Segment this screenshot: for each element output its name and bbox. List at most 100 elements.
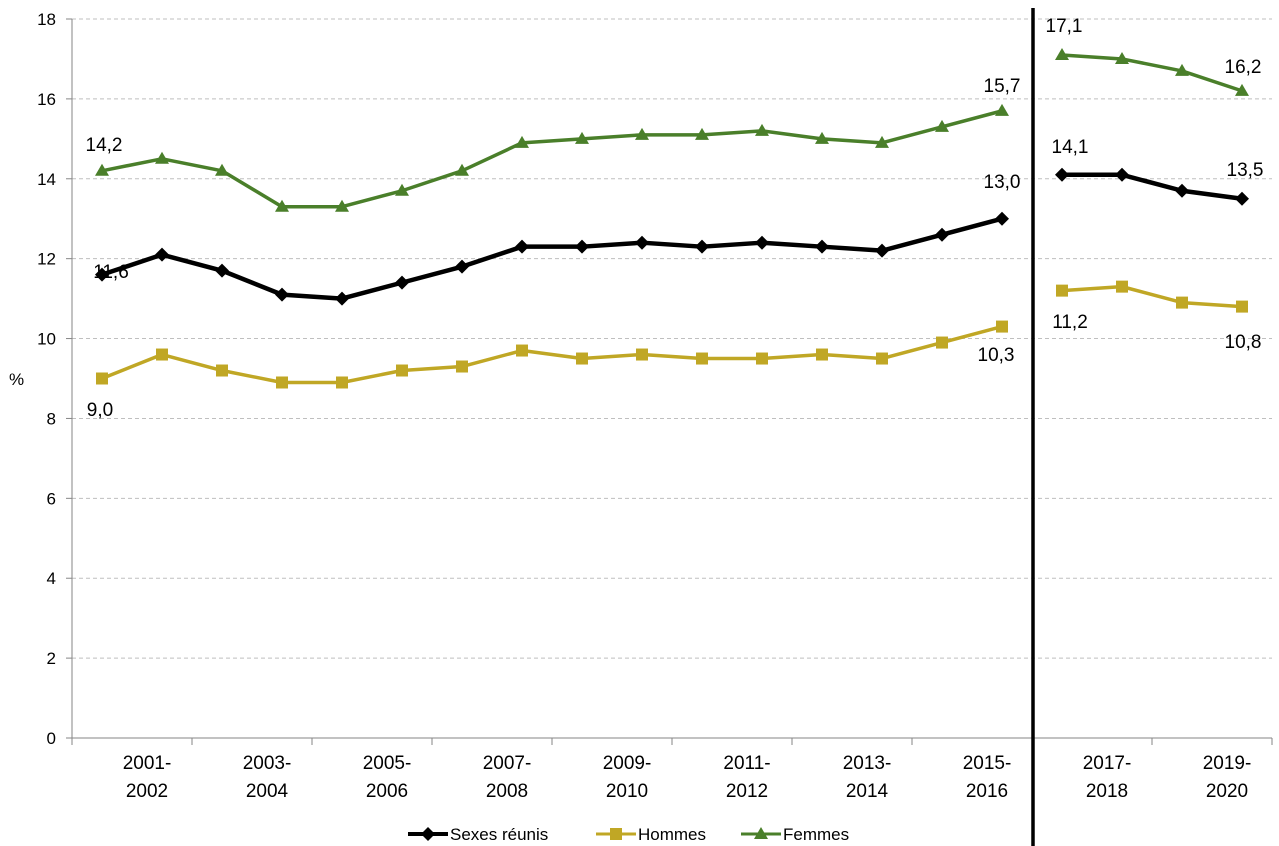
data-point — [215, 163, 229, 176]
data-point — [1116, 280, 1128, 293]
series-sexes-r-unis — [95, 167, 1249, 306]
x-tick-label: 2019- — [1203, 753, 1252, 774]
y-axis-label: % — [9, 370, 24, 389]
data-point — [875, 243, 889, 258]
data-label: 17,1 — [1046, 16, 1083, 37]
x-tick-label: 2009- — [603, 753, 652, 774]
data-point — [455, 163, 469, 176]
data-point — [335, 291, 349, 306]
data-point — [1056, 284, 1068, 297]
legend-item-sexes-r-unis: Sexes réunis — [408, 825, 548, 844]
data-point — [816, 348, 828, 361]
data-point — [635, 235, 649, 250]
x-tick-label: 2017- — [1083, 753, 1132, 774]
data-point — [395, 275, 409, 290]
data-point — [756, 352, 768, 365]
data-point — [215, 263, 229, 278]
data-point — [575, 131, 589, 144]
legend: Sexes réunis Hommes Femmes — [408, 825, 849, 844]
x-tick-label: 2020 — [1206, 781, 1248, 802]
data-point — [1175, 63, 1189, 76]
x-tick-label: 2006 — [366, 781, 408, 802]
data-point — [515, 135, 529, 148]
data-label: 13,0 — [984, 172, 1021, 193]
data-point — [1235, 191, 1249, 206]
x-tick-label: 2001- — [123, 753, 172, 774]
data-point — [395, 183, 409, 196]
y-tick-label: 16 — [37, 90, 56, 109]
x-tick-label: 2014 — [846, 781, 889, 802]
data-point — [695, 127, 709, 140]
data-point — [695, 239, 709, 254]
data-point — [95, 267, 109, 282]
legend-marker — [610, 828, 622, 840]
data-point — [576, 352, 588, 365]
data-label: 9,0 — [87, 400, 113, 421]
data-point — [935, 119, 949, 132]
series-hommes — [96, 280, 1248, 389]
data-point — [156, 348, 168, 361]
data-point — [336, 376, 348, 389]
data-point — [515, 239, 529, 254]
y-axis: 0 2 4 6 8 10 12 14 16 18 — [37, 10, 73, 748]
legend-item-hommes: Hommes — [596, 825, 706, 844]
data-point — [335, 199, 349, 212]
x-tick-label: 2005- — [363, 753, 412, 774]
data-point — [275, 199, 289, 212]
y-tick-label: 4 — [47, 569, 56, 588]
series-femmes — [95, 47, 1249, 212]
legend-item-femmes: Femmes — [741, 825, 849, 844]
data-point — [155, 151, 169, 164]
data-point — [155, 247, 169, 262]
x-tick-label: 2012 — [726, 781, 768, 802]
y-tick-label: 10 — [37, 330, 56, 349]
x-tick-label: 2007- — [483, 753, 532, 774]
data-point — [396, 364, 408, 377]
data-point — [995, 103, 1009, 116]
data-label: 11,6 — [93, 262, 129, 283]
y-tick-label: 18 — [37, 10, 56, 29]
y-tick-label: 8 — [47, 409, 56, 428]
x-tick-label: 2013- — [843, 753, 892, 774]
series-line — [101, 109, 1003, 209]
data-point — [815, 239, 829, 254]
data-point — [95, 163, 109, 176]
data-point — [1115, 51, 1129, 64]
data-point — [1055, 167, 1069, 182]
data-point — [876, 352, 888, 365]
x-tick-label: 2004 — [246, 781, 289, 802]
data-point — [1055, 47, 1069, 60]
data-point — [696, 352, 708, 365]
y-tick-label: 2 — [47, 649, 56, 668]
data-point — [636, 348, 648, 361]
data-label: 16,2 — [1225, 57, 1262, 78]
x-axis: 2001- 2002 2003- 2004 2005- 2006 2007- 2008 2009… — [71, 737, 1273, 802]
data-point — [1115, 167, 1129, 182]
legend-label: Sexes réunis — [450, 825, 548, 844]
data-label: 14,2 — [86, 135, 123, 156]
data-point — [995, 211, 1009, 226]
legend-label: Femmes — [783, 825, 849, 844]
data-labels: 11,6 13,0 14,1 13,5 9,0 10,3 11,2 10,8 14,2 15,7 1… — [86, 16, 1264, 421]
data-point — [935, 227, 949, 242]
x-tick-label: 2010 — [606, 781, 648, 802]
series-line — [101, 324, 1003, 385]
legend-label: Hommes — [638, 825, 706, 844]
series-group — [95, 47, 1249, 389]
legend-marker — [754, 827, 768, 839]
data-point — [275, 287, 289, 302]
series-line — [1061, 53, 1243, 93]
data-point — [755, 235, 769, 250]
data-point — [216, 364, 228, 377]
data-point — [815, 131, 829, 144]
data-point — [755, 123, 769, 136]
x-tick-label: 2015- — [963, 753, 1012, 774]
data-label: 11,2 — [1052, 312, 1088, 333]
x-tick-label: 2003- — [243, 753, 292, 774]
series-line — [1061, 284, 1243, 309]
data-point — [936, 336, 948, 349]
y-tick-label: 0 — [47, 729, 56, 748]
x-tick-label: 2011- — [723, 753, 770, 774]
data-point — [575, 239, 589, 254]
